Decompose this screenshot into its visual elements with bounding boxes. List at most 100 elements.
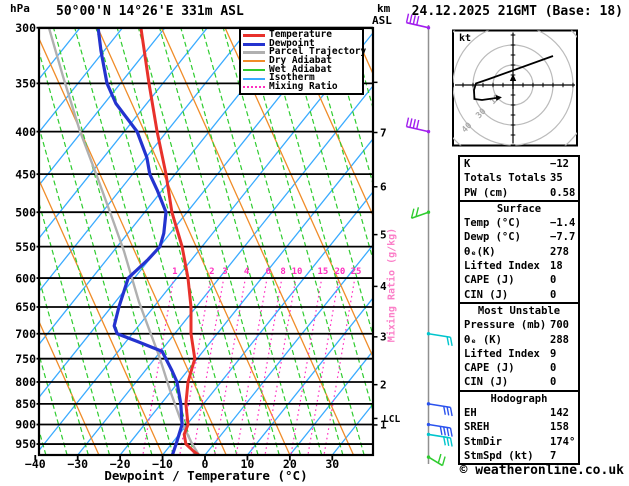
table-row-value: 142 bbox=[550, 407, 569, 420]
pressure-tick-label: 750 bbox=[15, 352, 36, 366]
table-row-label: Lifted Index bbox=[464, 260, 540, 273]
isotherm-line bbox=[39, 28, 166, 187]
km-tick-label: 5 bbox=[380, 228, 387, 241]
table-row-label: SREH bbox=[464, 421, 490, 434]
pressure-tick-label: 850 bbox=[15, 397, 36, 411]
table-row: CAPE (J) 0 bbox=[460, 361, 578, 375]
isotherm-line bbox=[39, 28, 251, 293]
table-row-label: K bbox=[464, 158, 471, 170]
dry-adiabat-line bbox=[160, 28, 355, 455]
table-row-label: Pressure (mb) bbox=[464, 319, 547, 332]
table-row: StmSpd (kt) 7 bbox=[460, 449, 578, 463]
table-row-value: 158 bbox=[550, 421, 569, 434]
credit-text: © weatheronline.co.uk bbox=[459, 463, 624, 478]
table-section-title: Surface bbox=[496, 202, 542, 215]
storm-motion-arrowhead bbox=[509, 74, 517, 81]
station-title: 50°00'N 14°26'E 331m ASL bbox=[56, 4, 244, 19]
table-row-value: 0 bbox=[550, 288, 557, 301]
wind-barb bbox=[426, 332, 453, 346]
legend-label: Wet Adiabat bbox=[269, 63, 332, 75]
mixing-ratio-line bbox=[290, 276, 323, 455]
table-row-value: 700 bbox=[550, 319, 569, 332]
isotherm-line bbox=[246, 296, 373, 455]
wind-barb bbox=[405, 117, 431, 134]
table-row-label: StmDir bbox=[464, 435, 502, 448]
table-row-value: 18 bbox=[550, 260, 563, 273]
wet-adiabat-line bbox=[39, 276, 89, 455]
dry-adiabat-line bbox=[224, 28, 373, 359]
temp-tick-label: 20 bbox=[283, 457, 297, 471]
table-row-label: EH bbox=[464, 407, 477, 420]
table-row-label: PW (cm) bbox=[464, 186, 509, 199]
mixing-ratio-value-label: 6 bbox=[266, 267, 271, 277]
table-section-title: Hodograph bbox=[490, 392, 548, 405]
mixing-ratio-line bbox=[264, 276, 297, 455]
altitude-axis-unit-km: km bbox=[377, 2, 391, 15]
plot-border bbox=[37, 26, 375, 457]
legend-swatch-isotherm bbox=[243, 77, 265, 80]
temp-tick-label: −30 bbox=[67, 457, 88, 471]
table-row-value: 7 bbox=[550, 449, 557, 462]
isotherm-line bbox=[204, 243, 373, 455]
legend-item: Isotherm bbox=[243, 73, 360, 83]
mixing-ratio-value-label: 15 bbox=[318, 267, 329, 277]
stats-table: K −12 Totals Totals 35 PW (cm) 0.58 Surface Tem… bbox=[458, 155, 580, 466]
mixing-ratio-line bbox=[307, 276, 340, 455]
altitude-axis: 7 6 5 4 3 2 1 bbox=[373, 81, 387, 432]
dry-adiabat-line bbox=[39, 178, 164, 455]
table-row: Lifted Index 9 bbox=[460, 347, 578, 361]
wet-adiabat-line bbox=[265, 28, 373, 414]
temp-tick-label: 10 bbox=[240, 457, 254, 471]
table-row-value: 9 bbox=[550, 347, 557, 360]
legend-swatch-wet-adiabat bbox=[243, 69, 265, 72]
pressure-tick-label: 550 bbox=[15, 240, 36, 254]
table-row: Lifted Index 18 bbox=[460, 259, 578, 273]
table-row-value: 0 bbox=[550, 274, 557, 287]
table-row-label: Dewp (°C) bbox=[464, 231, 521, 244]
isotherm-line bbox=[289, 350, 373, 455]
wet-adiabat-line bbox=[201, 28, 323, 455]
legend: Temperature Dewpoint Parcel Trajectory Dry … bbox=[239, 28, 366, 95]
km-tick-label: 2 bbox=[380, 378, 387, 391]
wet-adiabat-line bbox=[0, 28, 3, 455]
table-row: K −12 bbox=[460, 157, 578, 171]
legend-label: Dewpoint bbox=[269, 37, 315, 49]
table-row: θₑ (K) 288 bbox=[460, 333, 578, 347]
legend-swatch-temperature bbox=[243, 33, 265, 37]
pressure-grid: 300 350 400 450 500 550 600 650 700 750 800 850 900 9… bbox=[15, 21, 373, 451]
pressure-axis-unit: hPa bbox=[10, 2, 30, 15]
wet-adiabat-line bbox=[350, 28, 373, 111]
wind-barb-column bbox=[405, 13, 453, 467]
table-section: Most Unstable Pressure (mb) 700 θₑ (K) 288 Li… bbox=[460, 301, 578, 390]
table-row: PW (cm) 0.58 bbox=[460, 186, 578, 200]
table-row-value: −1.4 bbox=[550, 217, 576, 230]
table-row-label: StmSpd (kt) bbox=[464, 449, 534, 462]
wet-adiabat-line bbox=[159, 28, 280, 455]
wet-adiabat-line bbox=[74, 28, 195, 455]
pressure-tick-label: 650 bbox=[15, 300, 36, 314]
dry-adiabat-line bbox=[39, 320, 100, 455]
mixing-ratio-value-label: 1 bbox=[172, 267, 177, 277]
table-row-value: 0 bbox=[550, 376, 557, 389]
pressure-tick-label: 450 bbox=[15, 167, 36, 181]
table-row-label: Totals Totals bbox=[464, 172, 547, 185]
wet-adiabat-line bbox=[286, 28, 373, 338]
pressure-tick-label: 950 bbox=[15, 437, 36, 451]
pressure-tick-label: 600 bbox=[15, 271, 36, 285]
mixing-ratio-value-label: 20 bbox=[335, 267, 346, 277]
wet-adiabat-line bbox=[39, 200, 111, 455]
legend-swatch-dry-adiabat bbox=[243, 60, 265, 63]
km-tick-label: 7 bbox=[380, 126, 387, 139]
table-row-label: CAPE (J) bbox=[464, 362, 515, 375]
legend-label: Mixing Ratio bbox=[269, 81, 338, 93]
legend-label: Dry Adiabat bbox=[269, 55, 332, 67]
wind-barb bbox=[426, 402, 453, 417]
wind-barb bbox=[426, 422, 453, 437]
km-tick-label: 1 bbox=[380, 419, 387, 432]
isotherm-line bbox=[39, 28, 335, 399]
dry-adiabat-line bbox=[39, 37, 227, 455]
table-row-label: CAPE (J) bbox=[464, 274, 515, 287]
